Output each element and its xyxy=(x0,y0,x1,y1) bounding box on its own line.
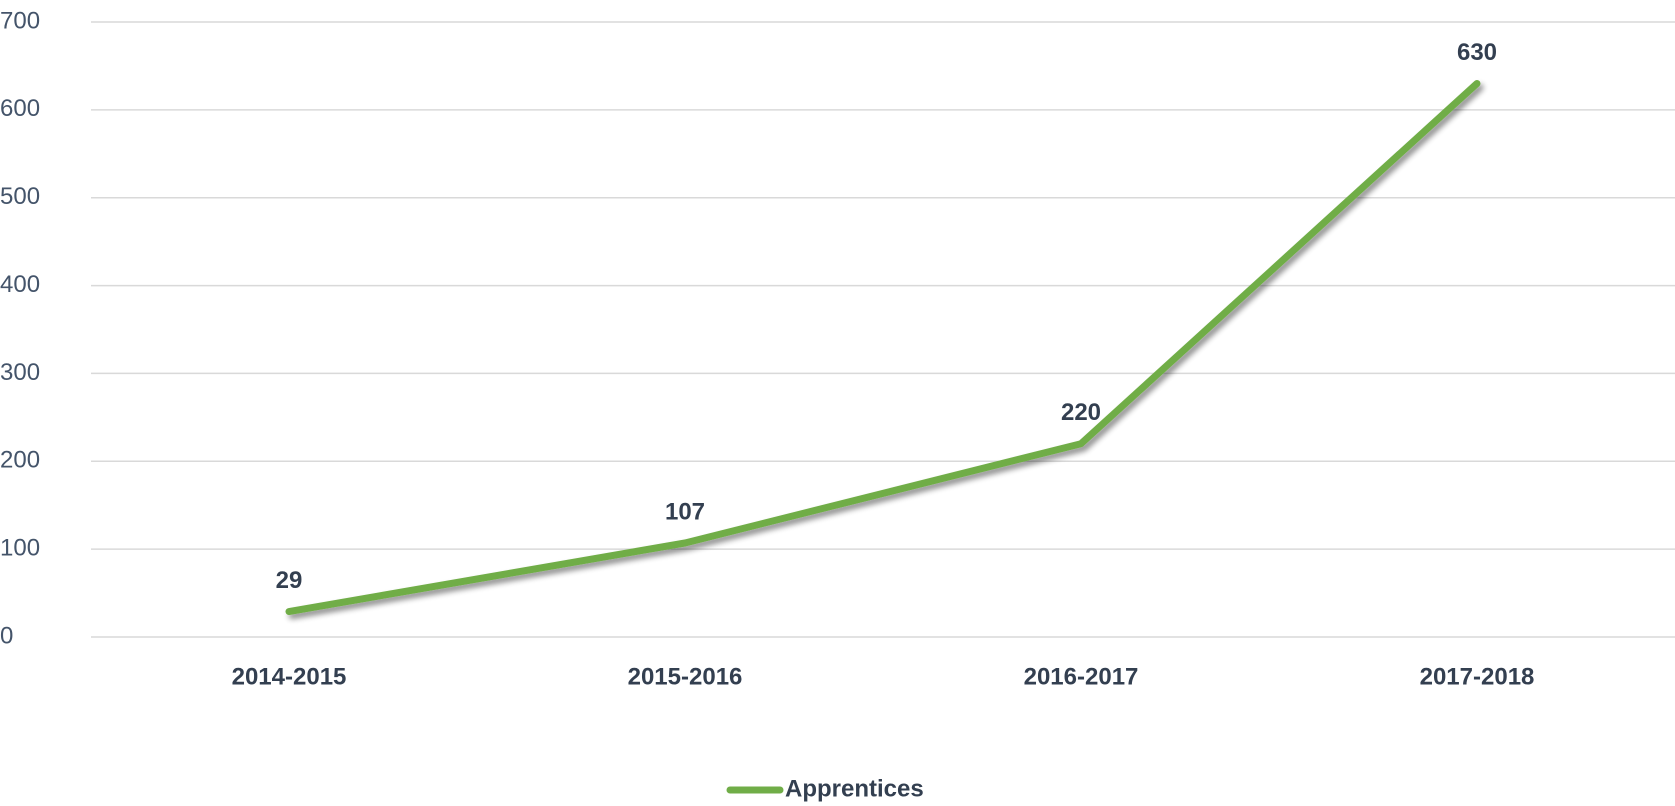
y-tick-label: 300 xyxy=(0,359,40,386)
data-label: 107 xyxy=(665,498,705,525)
y-tick-label: 200 xyxy=(0,447,40,474)
data-line xyxy=(285,80,1481,616)
y-tick-label: 400 xyxy=(0,271,40,298)
y-tick-label: 500 xyxy=(0,183,40,210)
x-tick-label: 2014-2015 xyxy=(232,663,347,690)
data-label: 29 xyxy=(276,567,303,594)
data-label: 630 xyxy=(1457,39,1497,66)
x-tick-label: 2015-2016 xyxy=(628,663,743,690)
y-tick-label: 600 xyxy=(0,95,40,122)
x-tick-label: 2016-2017 xyxy=(1024,663,1139,690)
y-tick-label: 0 xyxy=(0,622,13,649)
data-label: 220 xyxy=(1061,399,1101,426)
legend-label: Apprentices xyxy=(785,775,924,802)
x-tick-label: 2017-2018 xyxy=(1420,663,1535,690)
y-tick-label: 700 xyxy=(0,7,40,34)
y-tick-label: 100 xyxy=(0,534,40,561)
